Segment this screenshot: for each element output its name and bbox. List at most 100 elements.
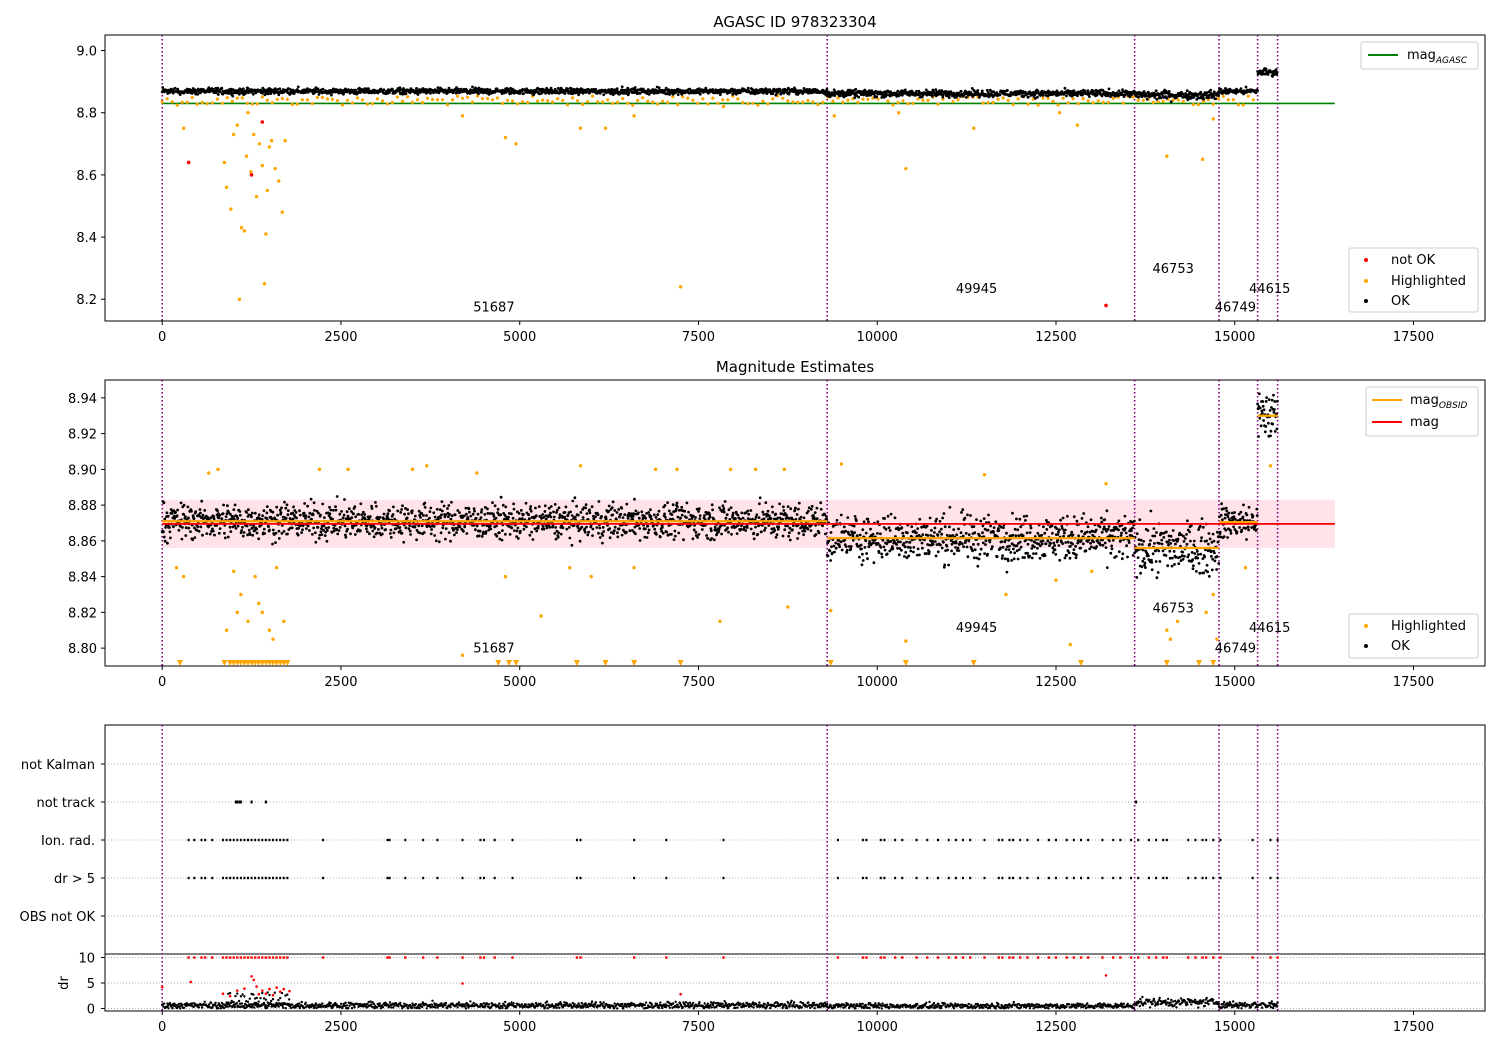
ok-point <box>467 507 471 511</box>
ok-point <box>665 530 669 534</box>
ok-point <box>992 526 996 529</box>
ok-point <box>857 95 861 99</box>
ok-point <box>462 514 466 518</box>
ok-point <box>595 526 599 529</box>
ok-point <box>591 534 594 537</box>
ok-point <box>942 540 945 544</box>
highlighted-point <box>906 102 910 106</box>
ok-point <box>368 532 371 536</box>
ok-point <box>1143 561 1147 565</box>
ok-point <box>679 516 682 520</box>
ok-point <box>163 517 167 521</box>
ok-point <box>332 529 336 533</box>
ok-point <box>891 547 895 551</box>
ok-point <box>1059 518 1062 522</box>
ok-point <box>388 509 391 513</box>
highlighted-point <box>235 123 239 127</box>
highlighted-point <box>1181 99 1185 103</box>
highlighted-point <box>728 467 733 472</box>
ok-point <box>321 87 325 91</box>
ok-point <box>1006 559 1010 563</box>
ok-point <box>288 88 292 91</box>
ok-point <box>300 531 303 534</box>
ok-point <box>621 516 625 519</box>
ok-point <box>806 527 810 531</box>
highlighted-point <box>1068 642 1072 647</box>
ok-point <box>1107 525 1111 528</box>
ok-point <box>981 531 984 535</box>
highlighted-point <box>283 138 287 143</box>
ok-point <box>220 517 224 520</box>
ok-point <box>322 524 326 528</box>
ok-point <box>862 520 866 524</box>
highlighted-point <box>1031 97 1035 101</box>
ok-point <box>444 527 448 530</box>
ok-point <box>963 516 967 520</box>
highlighted-point <box>260 95 264 99</box>
ok-point <box>769 517 773 520</box>
ok-point <box>495 524 498 528</box>
highlighted-point <box>606 98 610 102</box>
highlighted-point <box>721 104 726 109</box>
highlighted-point <box>753 467 758 472</box>
ok-point <box>760 530 763 534</box>
highlighted-point <box>295 102 299 106</box>
ok-point <box>528 517 531 520</box>
highlighted-point <box>591 94 595 98</box>
highlighted-point <box>1001 96 1005 100</box>
ok-point <box>694 530 698 534</box>
ok-point <box>549 511 552 515</box>
ok-point <box>824 515 828 518</box>
highlighted-point <box>253 574 257 579</box>
ok-point <box>749 527 753 531</box>
ok-point <box>612 532 615 535</box>
highlighted-point <box>904 166 908 171</box>
highlighted-point <box>335 99 339 103</box>
highlighted-point <box>170 100 174 104</box>
ok-point <box>862 93 866 97</box>
ok-point <box>478 529 482 533</box>
ok-point <box>1023 556 1026 559</box>
ok-point <box>241 87 245 91</box>
ok-point <box>212 517 216 521</box>
ok-point <box>1105 509 1109 513</box>
highlighted-point <box>1104 481 1108 486</box>
ok-point <box>1142 539 1145 543</box>
ok-point <box>885 552 889 556</box>
ok-point <box>468 510 471 514</box>
ok-point <box>866 517 870 521</box>
ok-point <box>682 538 685 542</box>
ok-point <box>672 538 676 541</box>
ok-point <box>700 528 704 531</box>
highlighted-point <box>539 614 543 618</box>
ok-point <box>801 92 805 95</box>
highlighted-point <box>282 619 286 624</box>
ok-point <box>529 509 533 513</box>
ok-point <box>1126 555 1129 559</box>
ok-point <box>598 526 602 530</box>
ok-point <box>1001 545 1005 549</box>
ok-point <box>224 515 228 518</box>
ok-point <box>989 524 992 528</box>
ok-point <box>350 516 354 519</box>
ok-point <box>879 532 882 536</box>
ok-point <box>1063 556 1067 560</box>
ok-point <box>458 511 461 514</box>
ok-point <box>608 536 612 540</box>
ok-point <box>218 514 222 517</box>
ok-point <box>216 93 220 96</box>
highlighted-point <box>271 637 275 641</box>
ok-point <box>827 539 831 543</box>
ok-point <box>1084 549 1088 553</box>
ok-point <box>931 542 935 546</box>
ok-point <box>967 533 971 537</box>
ok-point <box>375 531 379 535</box>
ok-point <box>1040 533 1044 537</box>
ok-point <box>773 529 777 532</box>
highlighted-point <box>1081 97 1085 101</box>
ok-point <box>920 541 924 545</box>
ok-point <box>216 509 219 513</box>
highlighted-point <box>224 628 229 632</box>
ok-point <box>744 529 748 532</box>
ok-point <box>861 559 865 562</box>
